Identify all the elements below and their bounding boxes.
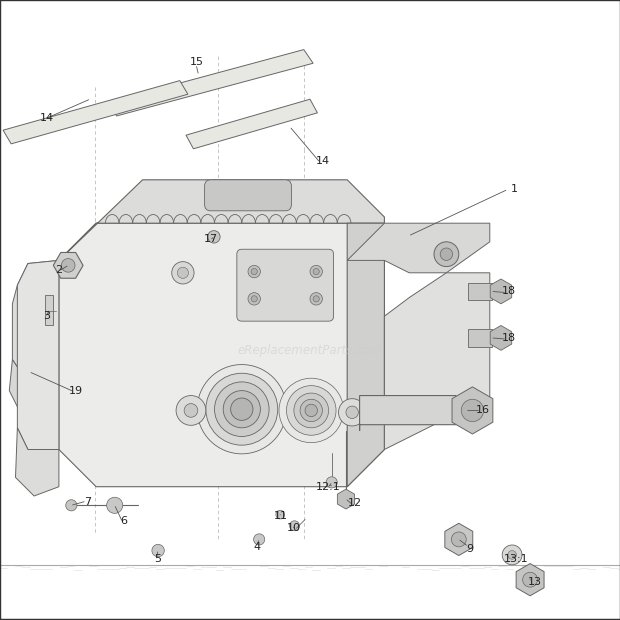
Circle shape — [231, 398, 253, 420]
Circle shape — [248, 265, 260, 278]
FancyBboxPatch shape — [205, 180, 291, 211]
Text: 15: 15 — [190, 57, 204, 67]
Text: 9: 9 — [466, 544, 474, 554]
Bar — [468, 283, 492, 300]
Text: 14: 14 — [40, 113, 53, 123]
Bar — [45, 295, 53, 325]
Circle shape — [346, 406, 358, 419]
Circle shape — [215, 382, 269, 436]
Text: 7: 7 — [84, 497, 92, 507]
Circle shape — [107, 497, 123, 513]
Circle shape — [176, 396, 206, 425]
Polygon shape — [384, 273, 490, 450]
Circle shape — [326, 477, 337, 488]
Text: 11: 11 — [274, 511, 288, 521]
Circle shape — [251, 296, 257, 302]
Circle shape — [290, 521, 299, 531]
Circle shape — [502, 545, 522, 565]
Polygon shape — [59, 180, 384, 260]
Polygon shape — [186, 99, 317, 149]
Text: 12:1: 12:1 — [316, 482, 341, 492]
Polygon shape — [108, 50, 313, 116]
Polygon shape — [59, 223, 384, 487]
Circle shape — [305, 404, 317, 417]
Circle shape — [523, 572, 538, 587]
Polygon shape — [347, 223, 490, 273]
Text: 16: 16 — [476, 405, 489, 415]
Text: 18: 18 — [502, 333, 515, 343]
Circle shape — [197, 365, 286, 454]
Circle shape — [184, 404, 198, 417]
Text: eReplacementParts.com: eReplacementParts.com — [238, 344, 382, 356]
Text: 6: 6 — [120, 516, 128, 526]
Circle shape — [172, 262, 194, 284]
Circle shape — [310, 293, 322, 305]
Circle shape — [508, 551, 516, 559]
Circle shape — [276, 510, 285, 519]
Circle shape — [451, 532, 466, 547]
Text: 5: 5 — [154, 554, 162, 564]
Circle shape — [294, 393, 329, 428]
Polygon shape — [12, 260, 59, 378]
Text: 14: 14 — [316, 156, 329, 166]
FancyBboxPatch shape — [237, 249, 334, 321]
Text: 13: 13 — [528, 577, 541, 587]
Polygon shape — [360, 396, 468, 431]
Circle shape — [313, 296, 319, 302]
Polygon shape — [16, 428, 59, 496]
Text: 3: 3 — [43, 311, 50, 321]
Text: 4: 4 — [254, 542, 261, 552]
Circle shape — [279, 378, 343, 443]
Circle shape — [339, 399, 366, 426]
Circle shape — [177, 267, 188, 278]
Text: 13:1: 13:1 — [503, 554, 528, 564]
Circle shape — [434, 242, 459, 267]
Circle shape — [313, 268, 319, 275]
Circle shape — [206, 373, 278, 445]
Circle shape — [208, 231, 220, 243]
Circle shape — [300, 399, 322, 422]
Text: 2: 2 — [55, 265, 63, 275]
Polygon shape — [3, 81, 188, 144]
Text: 10: 10 — [287, 523, 301, 533]
Circle shape — [66, 500, 77, 511]
Text: 18: 18 — [502, 286, 515, 296]
Polygon shape — [17, 260, 59, 450]
Circle shape — [223, 391, 260, 428]
Circle shape — [286, 386, 336, 435]
Circle shape — [251, 268, 257, 275]
Polygon shape — [9, 360, 46, 409]
Text: 12: 12 — [348, 498, 361, 508]
Text: 1: 1 — [511, 184, 518, 194]
Circle shape — [461, 399, 484, 422]
Circle shape — [61, 259, 75, 272]
Circle shape — [310, 265, 322, 278]
Bar — [468, 329, 492, 347]
Circle shape — [152, 544, 164, 557]
Text: 19: 19 — [69, 386, 82, 396]
Polygon shape — [347, 223, 384, 487]
Circle shape — [248, 293, 260, 305]
Circle shape — [254, 534, 265, 545]
Circle shape — [440, 248, 453, 260]
Text: 17: 17 — [204, 234, 218, 244]
